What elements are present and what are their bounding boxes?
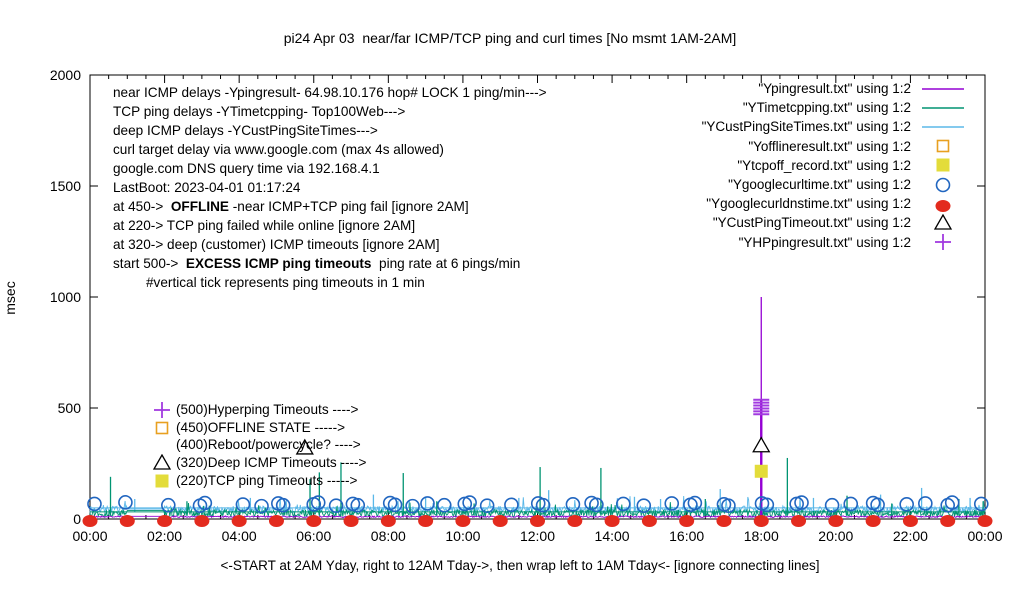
level-label: (320)Deep ICMP Timeouts ----> [152, 454, 367, 472]
legend-item: "YHPpingresult.txt" using 1:2 [702, 233, 966, 252]
legend-item-label: "YHPpingresult.txt" using 1:2 [738, 234, 911, 250]
level-label-text: (500)Hyperping Timeouts ----> [176, 402, 359, 418]
level-label: (500)Hyperping Timeouts ----> [152, 401, 367, 419]
x-tick-label: 10:00 [445, 528, 480, 544]
level-annotations: (500)Hyperping Timeouts ----> (450)OFFLIN… [152, 401, 367, 489]
info-line: deep ICMP delays -YCustPingSiteTimes---> [113, 123, 378, 138]
x-tick-label: 04:00 [222, 528, 257, 544]
info-line: curl target delay via www.google.com (ma… [113, 142, 444, 157]
level-label-text: (450)OFFLINE STATE -----> [176, 419, 346, 435]
x-tick-label: 20:00 [818, 528, 853, 544]
level-marker-open-triangle [152, 454, 172, 470]
y-tick-label: 2000 [50, 67, 81, 83]
x-tick-label: 02:00 [147, 528, 182, 544]
legend-item: "Ygooglecurldnstime.txt" using 1:2 [702, 194, 966, 213]
level-marker-none [152, 436, 174, 453]
x-tick-label: 12:00 [520, 528, 555, 544]
level-label-text: (320)Deep ICMP Timeouts ----> [176, 455, 367, 471]
info-annotations: near ICMP delays -Ypingresult- 64.98.10.… [113, 83, 547, 292]
level-label: (220)TCP ping Timeouts -----> [152, 471, 367, 489]
legend-marker-open-triangle [933, 213, 953, 230]
y-tick-label: 1500 [50, 178, 81, 194]
info-line: at 220-> TCP ping failed while online [i… [113, 218, 416, 233]
info-line: near ICMP delays -Ypingresult- 64.98.10.… [113, 85, 547, 100]
legend-item-label: "YCustPingSiteTimes.txt" using 1:2 [701, 119, 911, 135]
info-line: at 450-> OFFLINE -near ICMP+TCP ping fai… [113, 199, 469, 214]
x-tick-label: 00:00 [967, 528, 1002, 544]
legend-item-label: "YTimetcpping.txt" using 1:2 [742, 100, 911, 116]
level-label-text: (220)TCP ping Timeouts -----> [176, 472, 358, 488]
legend-item-label: "YCustPingTimeout.txt" using 1:2 [712, 215, 911, 231]
x-tick-label: 06:00 [296, 528, 331, 544]
info-line: start 500-> EXCESS ICMP ping timeouts pi… [113, 256, 521, 271]
legend-marker-plus [935, 234, 951, 251]
level-marker-plus [154, 402, 170, 419]
y-tick-label: 0 [73, 511, 81, 527]
legend-item: "YCustPingSiteTimes.txt" using 1:2 [702, 117, 966, 136]
legend-item: "Yofflineresult.txt" using 1:2 [702, 137, 966, 156]
legend-item-label: "Ygooglecurldnstime.txt" using 1:2 [706, 196, 911, 212]
legend-item: "Ypingresult.txt" using 1:2 [702, 79, 966, 98]
legend-marker-open-circle [935, 177, 951, 192]
legend-item-label: "Ygooglecurltime.txt" using 1:2 [728, 177, 911, 193]
info-line: at 320-> deep (customer) ICMP timeouts [… [113, 237, 440, 252]
legend-marker-open-square [936, 139, 950, 153]
legend-item: "YCustPingTimeout.txt" using 1:2 [702, 213, 966, 232]
y-tick-label: 500 [58, 400, 82, 416]
info-line: #vertical tick represents ping timeouts … [146, 275, 425, 290]
legend-marker-filled-square [936, 158, 950, 172]
info-line: google.com DNS query time via 192.168.4.… [113, 161, 380, 176]
x-tick-label: 14:00 [595, 528, 630, 544]
level-label: (450)OFFLINE STATE -----> [152, 419, 367, 437]
level-marker-open-square [155, 421, 169, 435]
legend-marker-line [922, 106, 964, 109]
info-line: LastBoot: 2023-04-01 01:17:24 [113, 180, 301, 195]
x-tick-label: 00:00 [72, 528, 107, 544]
legend-marker-filled-circle [935, 199, 951, 212]
legend-item-label: "Ytcpoff_record.txt" using 1:2 [737, 157, 911, 173]
y-tick-label: 1000 [50, 289, 81, 305]
x-tick-label: 16:00 [669, 528, 704, 544]
level-label: (400)Reboot/powercycle? ----> [152, 436, 367, 454]
level-label-text: (400)Reboot/powercycle? ----> [176, 437, 361, 453]
x-tick-label: 08:00 [371, 528, 406, 544]
chart-title: pi24 Apr 03 near/far ICMP/TCP ping and c… [283, 30, 737, 46]
level-marker-filled-square [155, 474, 169, 488]
info-line: TCP ping delays -YTimetcpping- Top100Web… [113, 104, 406, 119]
legend-marker-line [922, 87, 964, 90]
legend-item: "YTimetcpping.txt" using 1:2 [702, 98, 966, 117]
x-axis-caption: <-START at 2AM Yday, right to 12AM Tday-… [220, 558, 820, 573]
legend-marker-line [922, 126, 964, 128]
legend: "Ypingresult.txt" using 1:2 "YTimetcpping… [702, 79, 966, 252]
x-tick-label: 18:00 [744, 528, 779, 544]
legend-item: "Ygooglecurltime.txt" using 1:2 [702, 175, 966, 194]
legend-item: "Ytcpoff_record.txt" using 1:2 [702, 156, 966, 175]
x-tick-label: 22:00 [893, 528, 928, 544]
legend-item-label: "Ypingresult.txt" using 1:2 [758, 81, 911, 97]
legend-item-label: "Yofflineresult.txt" using 1:2 [748, 138, 911, 154]
